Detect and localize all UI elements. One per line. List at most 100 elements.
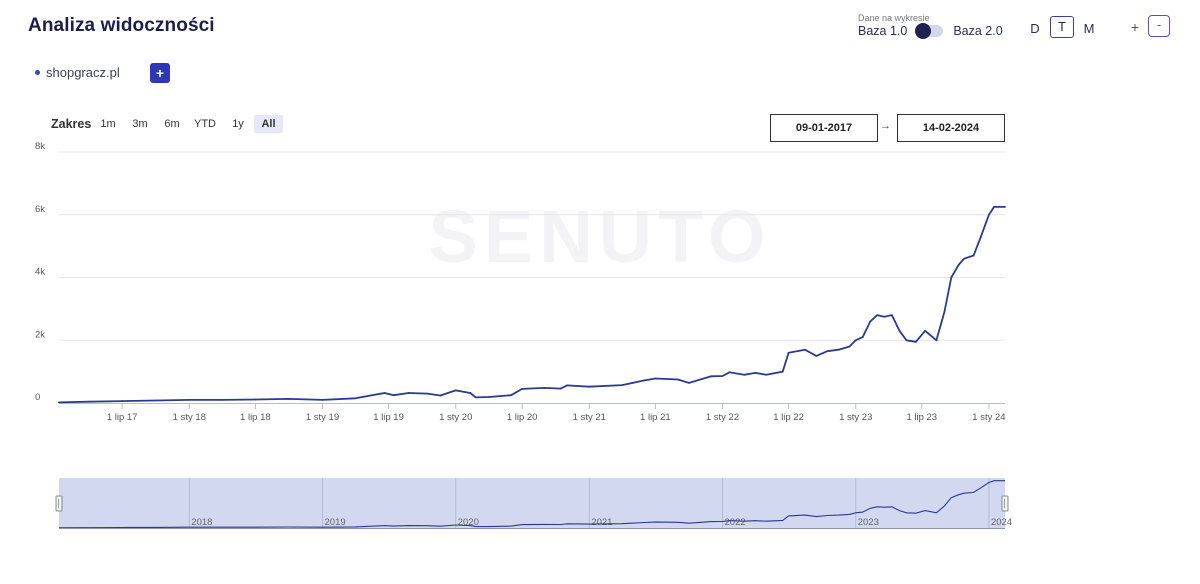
navigator-year-label: 2022 (725, 517, 746, 528)
series-point (765, 373, 768, 376)
x-tick-label: 1 sty 19 (306, 412, 339, 423)
base-1-label[interactable]: Baza 1.0 (858, 24, 908, 38)
series-point (876, 314, 879, 317)
period-monthly-button[interactable]: M (1083, 21, 1095, 36)
navigator-handle-right[interactable] (1001, 495, 1009, 512)
zoom-in-button[interactable]: + (1130, 19, 1140, 35)
y-tick-label: 8k (35, 141, 45, 152)
series-point (407, 392, 410, 394)
series-point (621, 384, 624, 387)
period-daily-button[interactable]: D (1030, 21, 1040, 36)
series-point (488, 396, 490, 398)
legend-item[interactable]: shopgracz.pl (35, 65, 120, 80)
x-tick-label: 1 sty 22 (706, 412, 739, 423)
series-point (980, 235, 982, 238)
series-point (688, 382, 690, 384)
legend-dot-icon (35, 70, 40, 75)
series-point (321, 398, 324, 401)
y-tick-label: 2k (35, 329, 45, 340)
series-point (469, 392, 472, 394)
period-weekly-button[interactable]: T (1050, 16, 1074, 38)
series-point (392, 394, 395, 397)
series-point (837, 348, 840, 351)
series-point (510, 394, 513, 397)
date-from-input[interactable]: 09-01-2017 (770, 114, 878, 142)
series-point (988, 213, 990, 216)
series-point (1004, 206, 1006, 208)
x-tick-label: 1 sty 20 (439, 412, 472, 423)
date-range-arrow: → (880, 120, 891, 132)
x-tick-label: 1 lip 20 (507, 412, 538, 423)
x-tick-label: 1 lip 17 (107, 412, 138, 423)
x-tick-label: 1 lip 23 (906, 412, 937, 423)
navigator-year-label: 2023 (858, 517, 879, 528)
range-1m-button[interactable]: 1m (100, 118, 116, 130)
series-point (643, 379, 646, 382)
navigator-handle-left[interactable] (55, 495, 63, 512)
series-point (588, 385, 591, 388)
series-point (781, 370, 784, 373)
range-all-button[interactable]: All (254, 115, 283, 133)
y-tick-label: 0 (35, 392, 40, 403)
series-point (677, 378, 679, 381)
x-tick-label: 1 sty 18 (173, 412, 206, 423)
range-ytd-button[interactable]: YTD (194, 118, 216, 130)
series-point (521, 387, 524, 390)
series-point (861, 336, 864, 339)
base-toggle-knob[interactable] (915, 23, 932, 39)
series-point (383, 392, 386, 394)
x-tick-label: 1 lip 19 (373, 412, 404, 423)
range-label: Zakres (51, 117, 92, 131)
series-point (848, 345, 851, 348)
range-1y-button[interactable]: 1y (232, 118, 244, 130)
series-point (883, 315, 886, 318)
base-2-label[interactable]: Baza 2.0 (953, 24, 1003, 38)
series-point (88, 400, 90, 403)
navigator-year-label: 2020 (458, 517, 479, 528)
series-point (426, 392, 429, 395)
range-6m-button[interactable]: 6m (164, 118, 180, 130)
series-point (915, 340, 917, 343)
series-point (654, 377, 657, 380)
series-point (121, 400, 124, 403)
series-point (288, 398, 290, 400)
series-point (787, 351, 790, 354)
navigator-year-label: 2021 (591, 517, 612, 528)
series-point (826, 350, 829, 353)
series-point (58, 401, 60, 404)
series-point (993, 206, 995, 208)
x-tick-label: 1 sty 23 (839, 412, 872, 423)
series-point (943, 311, 946, 313)
series-point (154, 399, 157, 402)
zoom-out-button[interactable]: - (1148, 15, 1170, 37)
series-point (254, 398, 257, 401)
series-point (743, 373, 745, 376)
series-point (972, 254, 975, 257)
series-point (710, 375, 713, 378)
series-point (869, 320, 872, 323)
legend-domain-label: shopgracz.pl (46, 65, 120, 80)
watermark-text: SENUTO (428, 195, 771, 278)
series-point (890, 314, 893, 317)
navigator-year-label: 2019 (325, 517, 346, 528)
x-tick-label: 1 sty 24 (972, 412, 1005, 423)
series-point (559, 387, 562, 390)
series-point (854, 339, 857, 342)
x-tick-label: 1 sty 21 (573, 412, 606, 423)
series-point (188, 398, 191, 401)
date-to-input[interactable]: 14-02-2024 (897, 114, 1005, 142)
series-point (935, 339, 938, 342)
x-tick-label: 1 lip 18 (240, 412, 271, 423)
series-point (804, 348, 806, 351)
series-point (566, 384, 568, 387)
navigator-series-line (58, 480, 1005, 529)
add-domain-button[interactable]: + (150, 63, 170, 83)
series-point (950, 276, 953, 279)
series-point (924, 329, 926, 332)
series-point (354, 397, 357, 400)
range-3m-button[interactable]: 3m (132, 118, 148, 130)
base-toggle[interactable] (915, 23, 944, 39)
y-tick-label: 4k (35, 267, 45, 278)
series-point (474, 396, 477, 399)
